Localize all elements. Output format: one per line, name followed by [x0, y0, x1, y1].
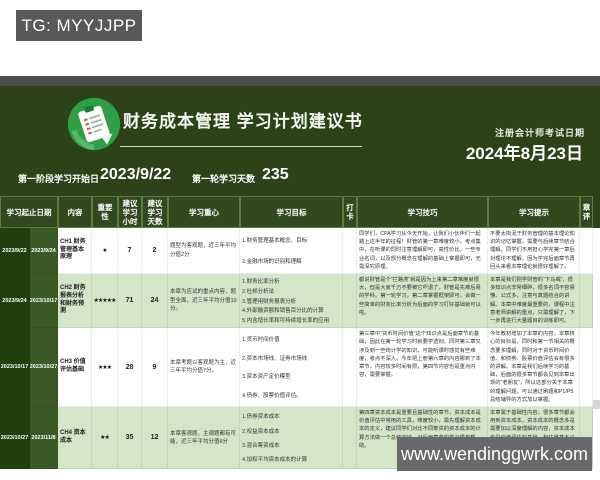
cell-end-date: 2023/9/24 [30, 228, 58, 275]
cell-end-date: 2023/11/8 [30, 407, 58, 470]
cell-check-in [343, 407, 357, 470]
cell-suggested-hours: 7 [118, 228, 142, 275]
col-header-check: 打卡 [343, 196, 357, 228]
goal-item: 3.混合筹资成本 [242, 442, 280, 449]
cell-check-in [343, 274, 357, 329]
stage-start-label: 第一阶段学习开始日 [18, 174, 100, 184]
exam-date-label: 注册会计师考试日期 [494, 128, 585, 138]
col-header-goals: 学习目标 [240, 196, 343, 228]
goal-item: 5.内含增长率和可持续增长率的应用 [242, 318, 330, 325]
cell-study-focus: 题型为客观题，近三年平均分值2分 [168, 228, 240, 275]
col-header-focus: 学习重心 [168, 196, 240, 228]
col-header-skills: 学习技巧 [357, 196, 488, 228]
col-header-content: 内容 [58, 196, 92, 228]
goal-item: 2.权益资本成本 [242, 428, 280, 435]
cell-suggested-hours: 71 [118, 274, 142, 329]
col-header-days: 建议学习天数 [142, 196, 168, 228]
cell-chapter-review [580, 328, 593, 408]
cell-study-skills: 同学们，CPA学习从今天开始，让我们小伙伴们一起踏上这半年的征程！财管的第一章难… [357, 228, 488, 275]
goal-item: 2.资本市场线、证券市场线 [242, 355, 308, 362]
cell-suggested-days: 24 [142, 274, 168, 329]
goal-item: 1.债券资本成本 [242, 414, 280, 421]
cell-study-focus: 本章客观题、主观题都有可能，近三年平均分值6分 [168, 407, 240, 470]
cell-study-tips: 今年教材增加了本章的内容，本章核心的目标是，同时和第一节相关的概念要多理解，同时… [488, 328, 580, 408]
col-header-review: 章评 [580, 196, 593, 228]
cell-chapter: CH2 财务报表分析和财务预测 [58, 274, 92, 329]
cell-study-skills: 都说财管是个“拦路虎”就是因为上来第二章难度就很大，但是大家千万不要被它吓退了，… [357, 274, 488, 329]
cell-suggested-days: 12 [142, 407, 168, 470]
tg-watermark-label: TG: MYYJJPP [21, 15, 137, 35]
cell-chapter: CH3 价值评估基础 [58, 328, 92, 408]
goal-item: 1.财务比率分析 [242, 278, 280, 285]
goal-item: 4.债券、股票价值评估。 [242, 392, 302, 399]
round-days-label: 第一轮学习天数 [192, 174, 256, 184]
cell-chapter-review [580, 274, 593, 329]
goal-item: 3.管理用财务报表分析 [242, 298, 297, 305]
cell-start-date: 2023/10/17 [0, 328, 30, 408]
goal-item: 1.财务管理基本概念、目标 [242, 238, 308, 245]
goal-item: 4.外部融资额和销售百分比的计算 [242, 308, 324, 315]
cell-importance-stars: ★★★ [92, 328, 118, 408]
cell-end-date: 2023/10/17 [30, 274, 58, 329]
cell-start-date: 2023/10/27 [0, 407, 30, 470]
cell-study-goals: 1.货币时间价值 2.资本市场线、证券市场线 3.资本资产定价模型 4.债券、股票价值… [240, 328, 343, 408]
cell-study-tips: 不要太拘泥于财务管理的基本理论知识的记忆掌握，需要与后续章节结合理解。同学们不用… [488, 228, 580, 275]
cell-importance-stars: ★★ [92, 407, 118, 470]
cell-chapter-review [580, 228, 593, 275]
cell-suggested-days: 2 [142, 228, 168, 275]
col-header-dates: 学习起止日期 [0, 196, 58, 228]
cell-end-date: 2023/10/27 [30, 328, 58, 408]
cell-study-tips: 本章是我们刚学财管的“下马威”，很多知识点非常细碎，很多名词不容易懂、公式多，注… [488, 274, 580, 329]
study-plan-table: 学习起止日期 内容 重要性 建议学习小时 建议学习天数 学习重心 学习目标 打卡… [0, 196, 593, 470]
cell-check-in [343, 228, 357, 275]
goal-item: 1.货币时间价值 [242, 337, 280, 344]
cell-study-focus: 本章为应试的重点内容，题型全面，近三年平均分值10分。 [168, 274, 240, 329]
cell-study-focus: 本章考题以客观题为主，近三年平均分值7分。 [168, 328, 240, 408]
goal-item: 4.加权平均资本成本的计算 [242, 457, 308, 464]
goal-item: 2.金融市场的识别和理解 [242, 258, 302, 265]
clipboard-icon [66, 96, 122, 152]
site-watermark-label: www.wendinggwrk.com [400, 443, 589, 464]
title-underline [120, 146, 362, 147]
exam-date-value: 2024年8月23日 [465, 144, 583, 163]
tg-watermark-box: TG: MYYJJPP [16, 10, 142, 41]
cell-suggested-days: 9 [142, 328, 168, 408]
top-divider-bar [0, 76, 600, 86]
cell-suggested-hours: 35 [118, 407, 142, 470]
cell-importance-stars: ★★★★★ [92, 274, 118, 329]
stage-start-date: 2023/9/22 [100, 166, 172, 183]
cell-start-date: 2023/9/24 [0, 274, 30, 329]
cell-study-goals: 1.财务比率分析 2.杜邦分析法 3.管理用财务报表分析 4.外部融资额和销售百分比的… [240, 274, 343, 329]
cell-check-in [343, 328, 357, 408]
cell-study-goals: 1.财务管理基本概念、目标 2.金融市场的识别和理解 [240, 228, 343, 275]
goal-item: 2.杜邦分析法 [242, 288, 275, 295]
cell-start-date: 2023/9/22 [0, 228, 30, 275]
col-header-tips: 学习提示 [488, 196, 580, 228]
cell-chapter: CH4 资本成本 [58, 407, 92, 470]
cell-study-skills: 第三章中“货币时间价值”这个知识点是后面章节的基础，因此在第一轮学习时就要学透彻… [357, 328, 488, 408]
cell-suggested-hours: 28 [118, 328, 142, 408]
cell-chapter: CH1 财务管理基本原理 [58, 228, 92, 275]
col-header-importance: 重要性 [92, 196, 118, 228]
site-watermark-box: www.wendinggwrk.com [397, 437, 592, 471]
col-header-hours: 建议学习小时 [118, 196, 142, 228]
page-title: 财务成本管理 学习计划建议书 [123, 112, 363, 131]
round-days-value: 235 [262, 166, 289, 183]
cell-importance-stars: ★ [92, 228, 118, 275]
cell-study-goals: 1.债券资本成本 2.权益资本成本 3.混合筹资成本 4.加权平均资本成本的计算 [240, 407, 343, 470]
goal-item: 3.资本资产定价模型 [242, 374, 291, 381]
